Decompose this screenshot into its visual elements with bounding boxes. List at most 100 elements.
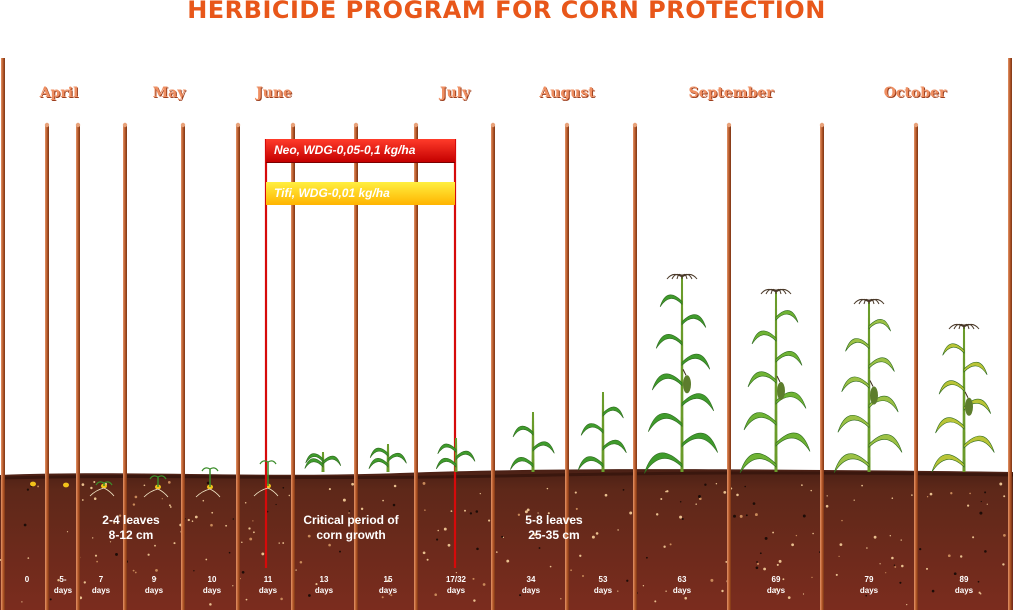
- corn-leaf: [681, 353, 711, 370]
- soil-speck: [604, 493, 608, 497]
- corn-plant: [577, 392, 627, 472]
- soil-speck: [342, 498, 346, 502]
- soil-speck: [191, 520, 194, 522]
- soil-speck: [482, 583, 486, 586]
- month-label: June: [256, 85, 292, 101]
- soil-speck: [96, 560, 98, 563]
- stage-label: 0: [25, 574, 29, 585]
- soil-speck: [617, 529, 619, 531]
- soil-speck: [437, 529, 439, 532]
- soil-speck: [244, 502, 247, 504]
- soil-speck: [739, 514, 743, 518]
- soil-speck: [66, 531, 69, 533]
- soil-speck: [506, 559, 510, 563]
- pole-cap: [819, 122, 825, 128]
- soil-speck: [328, 488, 331, 491]
- pole-cap: [413, 122, 419, 128]
- soil-note: 5-8 leaves 25-35 cm: [525, 513, 582, 543]
- soil-speck: [517, 513, 521, 516]
- stage-day: 17/32: [445, 575, 467, 584]
- soil-speck: [93, 497, 97, 500]
- corn-cob: [683, 375, 691, 394]
- soil-speck: [348, 510, 351, 512]
- soil-speck: [756, 562, 760, 565]
- soil-speck: [261, 552, 265, 556]
- corn-leaf: [775, 432, 811, 452]
- soil-speck: [225, 524, 228, 527]
- soil-note-line: Critical period of: [303, 513, 399, 527]
- soil-speck: [49, 598, 52, 601]
- soil-speck: [502, 536, 505, 539]
- soil-speck: [161, 498, 163, 500]
- pole: [633, 124, 637, 610]
- month-label: October: [883, 85, 947, 101]
- soil-speck: [704, 483, 707, 486]
- soil-speck: [885, 572, 887, 574]
- pole-cap: [726, 122, 732, 128]
- soil-speck: [906, 603, 908, 606]
- soil-speck: [660, 497, 663, 501]
- soil-speck: [733, 514, 736, 518]
- pole-cap: [75, 122, 81, 128]
- soil-speck: [249, 537, 253, 541]
- corn-plant: [644, 273, 718, 474]
- soil-speck: [132, 503, 136, 506]
- stage-day: 5-: [59, 575, 67, 584]
- soil-speck: [488, 519, 491, 522]
- soil-speck: [519, 594, 522, 597]
- corn-silk: [776, 375, 781, 383]
- soil-speck: [622, 489, 625, 491]
- soil-speck: [422, 481, 426, 485]
- soil-speck: [825, 504, 829, 508]
- soil-speck: [715, 482, 718, 485]
- soil-speck: [422, 551, 426, 555]
- sprout-root: [89, 487, 115, 497]
- pole-cap: [632, 122, 638, 128]
- corn-leaf: [580, 423, 604, 436]
- corn-plant: [833, 298, 903, 473]
- stage-label: 15 days: [379, 574, 397, 596]
- soil-speck: [81, 499, 84, 501]
- soil-speck: [984, 491, 987, 494]
- soil-speck: [654, 600, 657, 603]
- stage-unit: days: [766, 586, 786, 595]
- soil-speck: [537, 512, 539, 514]
- corn-cob: [777, 382, 785, 400]
- seed-icon: [30, 481, 36, 487]
- soil-speck: [315, 583, 318, 586]
- stage-day: 69: [771, 575, 781, 584]
- pole: [565, 124, 569, 610]
- soil-speck: [595, 532, 599, 535]
- soil-speck: [109, 541, 112, 543]
- soil-speck: [253, 531, 255, 534]
- soil-speck: [351, 482, 354, 486]
- soil-speck: [57, 579, 60, 582]
- corn-leaf: [841, 376, 870, 392]
- soil-speck: [642, 585, 645, 587]
- soil-speck: [154, 544, 156, 547]
- soil-speck: [778, 559, 782, 563]
- pole-cap: [490, 122, 496, 128]
- corn-plant: [304, 452, 342, 472]
- corn-leaf: [681, 432, 718, 453]
- soil-speck: [772, 531, 775, 534]
- soil-speck: [113, 522, 116, 524]
- soil-speck: [26, 488, 29, 491]
- month-label: April: [39, 85, 79, 101]
- stage-unit: days: [314, 586, 334, 595]
- stage-label: 53 days: [594, 574, 612, 596]
- soil-speck: [37, 485, 40, 488]
- corn-leaf: [387, 452, 407, 464]
- soil-speck: [155, 569, 158, 572]
- soil-speck: [669, 543, 672, 546]
- corn-leaf: [751, 330, 777, 345]
- soil-speck: [725, 560, 728, 563]
- soil-speck: [1003, 495, 1006, 498]
- soil-speck: [861, 484, 863, 487]
- soil-speck: [919, 547, 922, 551]
- soil-speck: [546, 487, 549, 490]
- treatment-window: [264, 139, 457, 568]
- soil-speck: [168, 504, 171, 507]
- soil-speck: [1002, 563, 1005, 566]
- pole-cap: [235, 122, 241, 128]
